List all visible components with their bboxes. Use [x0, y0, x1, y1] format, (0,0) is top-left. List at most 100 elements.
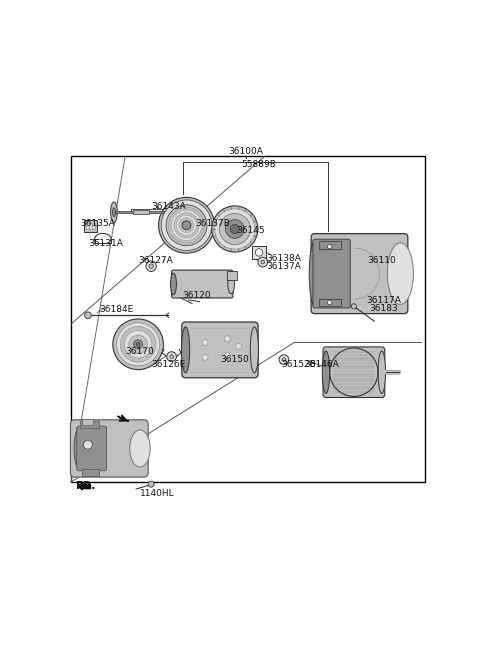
Text: 36137A: 36137A	[266, 262, 301, 271]
FancyBboxPatch shape	[323, 347, 385, 398]
Bar	[71, 156, 424, 482]
Circle shape	[84, 440, 92, 449]
Circle shape	[258, 257, 267, 267]
Text: 36170: 36170	[125, 347, 154, 356]
Circle shape	[225, 352, 230, 358]
Circle shape	[327, 245, 332, 249]
Ellipse shape	[322, 351, 330, 394]
Circle shape	[182, 221, 191, 230]
Ellipse shape	[170, 273, 177, 295]
FancyBboxPatch shape	[172, 270, 233, 298]
Text: 55889B: 55889B	[241, 160, 276, 169]
Text: 36146A: 36146A	[305, 360, 339, 369]
Text: 36143A: 36143A	[151, 202, 186, 211]
Circle shape	[236, 343, 241, 349]
Bar	[132, 210, 149, 215]
Bar	[319, 298, 341, 306]
Circle shape	[202, 354, 208, 360]
Circle shape	[230, 224, 240, 234]
Circle shape	[225, 336, 230, 342]
Bar	[228, 271, 237, 280]
Circle shape	[279, 355, 289, 364]
Text: 36150: 36150	[220, 355, 249, 363]
Ellipse shape	[309, 241, 321, 306]
Text: 36120: 36120	[183, 291, 211, 300]
Circle shape	[170, 355, 173, 358]
Ellipse shape	[74, 430, 82, 467]
Bar	[81, 421, 99, 428]
Bar	[114, 211, 173, 213]
Circle shape	[171, 210, 202, 241]
FancyBboxPatch shape	[311, 234, 408, 314]
Circle shape	[146, 261, 156, 272]
FancyBboxPatch shape	[182, 322, 258, 378]
Ellipse shape	[181, 327, 190, 373]
Text: 36127A: 36127A	[138, 256, 173, 265]
Circle shape	[149, 264, 154, 268]
Ellipse shape	[112, 208, 115, 216]
Circle shape	[148, 482, 154, 487]
Circle shape	[124, 331, 152, 358]
FancyArrow shape	[78, 483, 91, 490]
Ellipse shape	[110, 202, 117, 222]
Ellipse shape	[378, 351, 385, 394]
FancyBboxPatch shape	[313, 239, 350, 308]
Text: 36131A: 36131A	[88, 239, 123, 249]
Circle shape	[215, 209, 255, 249]
Circle shape	[136, 342, 140, 346]
Circle shape	[202, 339, 208, 346]
Bar	[170, 211, 173, 214]
Circle shape	[113, 319, 163, 369]
Bar	[89, 224, 92, 228]
Bar	[252, 246, 266, 259]
Circle shape	[174, 213, 199, 238]
Circle shape	[117, 323, 160, 366]
Text: 36126E: 36126E	[151, 360, 185, 369]
Ellipse shape	[228, 274, 234, 294]
Circle shape	[158, 197, 215, 253]
Bar	[83, 419, 94, 425]
Circle shape	[219, 213, 251, 245]
Circle shape	[282, 358, 286, 361]
Circle shape	[212, 206, 258, 252]
Circle shape	[161, 200, 212, 251]
Circle shape	[177, 215, 196, 236]
Text: 36184E: 36184E	[99, 305, 133, 314]
Text: FR.: FR.	[76, 482, 95, 491]
Text: 36152B: 36152B	[281, 360, 316, 369]
Text: 36183: 36183	[370, 304, 398, 313]
Bar	[84, 220, 97, 232]
Ellipse shape	[387, 243, 413, 304]
Bar	[319, 241, 341, 249]
Text: 36145: 36145	[237, 226, 265, 236]
Bar	[92, 224, 95, 228]
Circle shape	[133, 340, 143, 349]
FancyBboxPatch shape	[71, 420, 148, 477]
Text: 36100A: 36100A	[228, 147, 264, 155]
Circle shape	[168, 207, 204, 243]
Circle shape	[255, 249, 263, 256]
Ellipse shape	[130, 430, 150, 467]
Ellipse shape	[171, 207, 176, 218]
Text: 1140HL: 1140HL	[140, 489, 175, 499]
Circle shape	[261, 260, 264, 264]
Circle shape	[327, 300, 332, 304]
Text: 36137B: 36137B	[196, 219, 231, 228]
Circle shape	[167, 352, 177, 361]
Text: 36117A: 36117A	[366, 297, 401, 305]
Circle shape	[120, 327, 156, 362]
Circle shape	[129, 335, 147, 354]
Bar	[83, 469, 99, 476]
Polygon shape	[118, 416, 129, 421]
Circle shape	[351, 304, 357, 309]
Circle shape	[226, 220, 244, 238]
Text: 36135A: 36135A	[81, 219, 115, 228]
Bar	[86, 224, 89, 228]
Circle shape	[166, 205, 207, 246]
FancyBboxPatch shape	[77, 426, 107, 471]
Circle shape	[179, 218, 194, 233]
Text: 36138A: 36138A	[266, 255, 301, 263]
Circle shape	[84, 312, 91, 319]
Ellipse shape	[250, 327, 258, 373]
Text: 36110: 36110	[367, 256, 396, 265]
